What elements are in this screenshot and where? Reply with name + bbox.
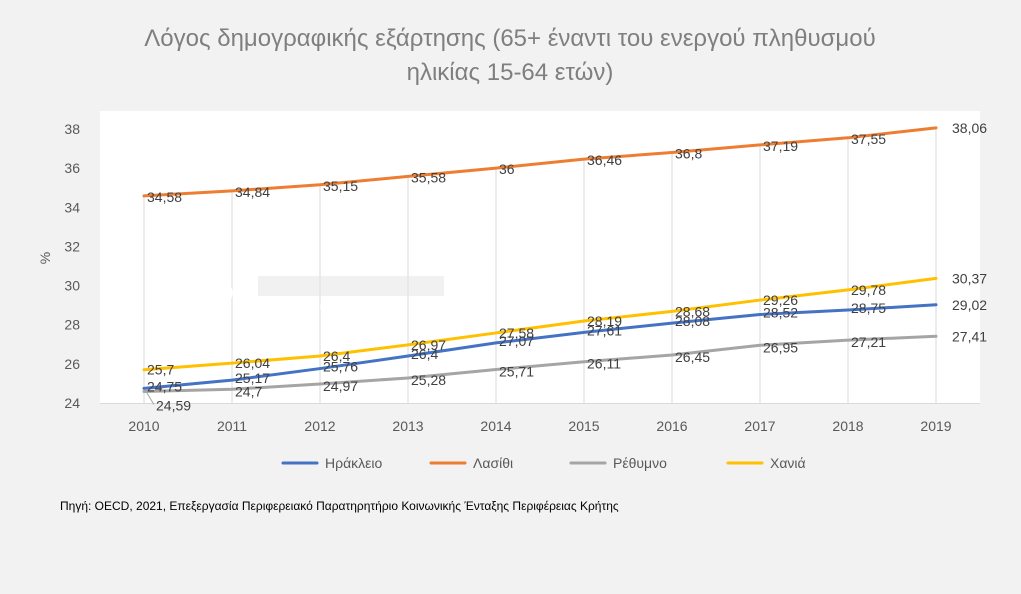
data-label: 34,58 <box>147 189 182 205</box>
data-label: 24,7 <box>235 383 262 399</box>
data-label: 35,58 <box>411 169 446 185</box>
data-label: 26,4 <box>411 346 438 362</box>
x-tick-label: 2014 <box>480 418 511 434</box>
x-tick-label: 2010 <box>128 418 159 434</box>
data-label: 28,75 <box>851 300 886 316</box>
data-label: 26,45 <box>675 349 710 365</box>
legend-label: Ηράκλειο <box>325 455 383 471</box>
y-tick-label: 34 <box>64 199 80 215</box>
data-label: 24,97 <box>323 378 358 394</box>
y-tick-label: 24 <box>64 395 80 411</box>
y-tick-label: 36 <box>64 160 80 176</box>
y-tick-label: 28 <box>64 317 80 333</box>
data-label: 36 <box>499 161 515 177</box>
y-tick-label: 30 <box>64 278 80 294</box>
data-label: 27,61 <box>587 322 622 338</box>
legend-label: Λασίθι <box>473 455 513 471</box>
data-label: 25,28 <box>411 372 446 388</box>
legend-label: Ρέθυμνο <box>613 455 667 471</box>
series-line-2 <box>142 334 938 393</box>
x-tick-label: 2011 <box>217 418 247 434</box>
chart-title-line-2: ηλικίας 15-64 ετών) <box>406 59 614 86</box>
data-label: 29,26 <box>763 292 798 308</box>
data-label: 28,08 <box>675 313 710 329</box>
data-label: 27,21 <box>851 334 886 350</box>
watermark-text: περιφέρειας κρήτης <box>258 301 353 313</box>
series-line-0 <box>142 303 938 390</box>
data-label: 29,02 <box>952 297 987 313</box>
y-tick-label: 32 <box>64 238 80 254</box>
data-label: 28,52 <box>763 305 798 321</box>
data-label: 27,41 <box>952 328 987 344</box>
legend: Ηράκλειο Λασίθι Ρέθυμνο Χανιά <box>281 455 806 471</box>
data-label: 24,75 <box>147 378 182 394</box>
data-label: 26,04 <box>235 355 270 371</box>
data-label: 29,78 <box>851 282 886 298</box>
data-label: 27,07 <box>499 333 534 349</box>
data-label: 24,59 <box>156 397 191 413</box>
data-label: 37,55 <box>851 131 886 147</box>
x-tick-label: 2017 <box>744 418 775 434</box>
data-label: 25,71 <box>499 364 534 380</box>
legend-label: Χανιά <box>770 455 806 471</box>
data-label: 34,84 <box>235 184 270 200</box>
data-label: 30,37 <box>952 270 987 286</box>
chart-title-line-1: Λόγος δημογραφικής εξάρτησης (65+ έναντι… <box>144 25 876 52</box>
x-tick-label: 2016 <box>656 418 687 434</box>
data-label: 36,8 <box>675 145 702 161</box>
data-label-leader-line <box>145 391 155 405</box>
data-label: 25,7 <box>147 362 174 378</box>
data-label: 26,4 <box>323 348 350 364</box>
series-line-3 <box>142 276 938 372</box>
x-axis: 2010 2011 2012 2013 2014 2015 2016 2017 2018 2019 <box>100 403 980 434</box>
watermark-band <box>258 276 444 296</box>
x-tick-label: 2013 <box>392 418 423 434</box>
data-label: 27,58 <box>499 325 534 341</box>
x-tick-label: 2018 <box>832 418 863 434</box>
chart-title: Λόγος δημογραφικής εξάρτησης (65+ έναντι… <box>60 22 960 90</box>
data-label: 26,11 <box>587 356 621 372</box>
y-axis: 24 26 28 30 32 34 36 38 <box>64 121 80 411</box>
x-tick-label: 2019 <box>920 418 951 434</box>
source-note: Πηγή: OECD, 2021, Επεξεργασία Περιφερεια… <box>60 499 619 513</box>
data-label: 26,97 <box>411 337 446 353</box>
data-label: 38,06 <box>952 120 987 136</box>
y-tick-label: 38 <box>64 121 80 137</box>
data-label: 25,17 <box>235 370 270 386</box>
data-label: 26,95 <box>763 339 798 355</box>
watermark-logo-icon <box>172 275 233 311</box>
data-label: 35,15 <box>323 178 358 194</box>
data-label: 28,19 <box>587 313 622 329</box>
series-lines <box>142 126 938 393</box>
x-tick-label: 2012 <box>304 418 335 434</box>
plot-area <box>100 111 980 403</box>
data-label: 28,68 <box>675 303 710 319</box>
series-line-1 <box>142 126 938 198</box>
x-tick-label: 2015 <box>568 418 599 434</box>
data-label: 25,76 <box>323 359 358 375</box>
watermark: περιφέρειας κρήτης <box>172 275 444 313</box>
data-label: 36,46 <box>587 152 622 168</box>
y-tick-label: 26 <box>64 356 80 372</box>
y-axis-label: % <box>37 252 53 264</box>
data-label: 37,19 <box>763 138 798 154</box>
